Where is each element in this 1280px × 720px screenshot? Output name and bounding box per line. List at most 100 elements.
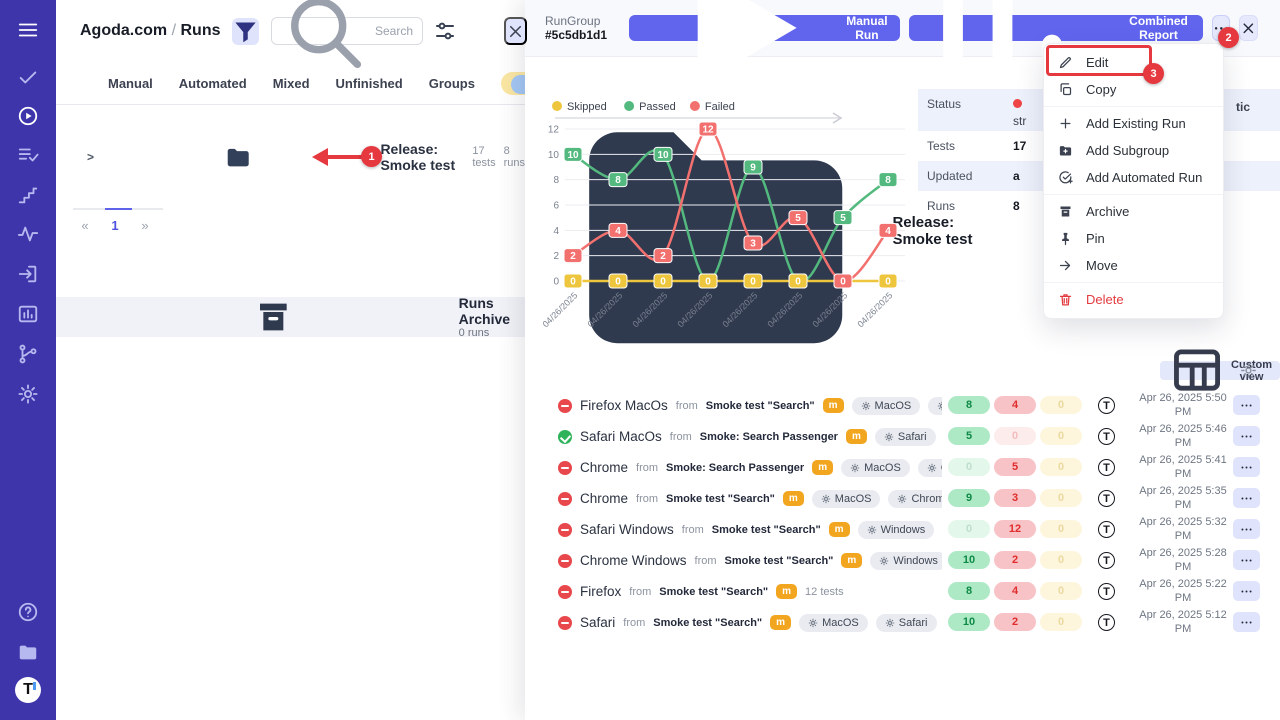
menu-item-pin[interactable]: Pin xyxy=(1044,225,1223,252)
sidebar-item-logo[interactable]: T xyxy=(15,677,41,703)
sidebar-item-help[interactable] xyxy=(15,599,41,625)
tab-mixed[interactable]: Mixed xyxy=(272,75,310,91)
run-more-button[interactable] xyxy=(1233,581,1260,601)
run-more-button[interactable] xyxy=(1233,519,1260,539)
rungroup-name[interactable]: Release: Smoke test xyxy=(380,141,456,173)
count-pill-passed: 10 xyxy=(948,551,990,569)
svg-text:0: 0 xyxy=(570,277,576,288)
env-badge: MacOS xyxy=(811,489,881,508)
run-name[interactable]: Safari xyxy=(580,615,616,630)
sidebar-item-analytics[interactable] xyxy=(15,301,41,327)
sidebar-item-runs[interactable] xyxy=(15,103,41,129)
menu-item-copy[interactable]: Copy xyxy=(1044,76,1223,103)
view-settings-button[interactable] xyxy=(433,19,457,43)
run-row[interactable]: Safari from Smoke test "Search" m MacOS Safar… xyxy=(540,607,1265,638)
expand-caret-icon[interactable]: > xyxy=(87,150,95,164)
count-pill-failed: 4 xyxy=(994,582,1036,600)
search-input[interactable] xyxy=(374,24,415,38)
run-name[interactable]: Safari MacOs xyxy=(580,429,662,444)
run-row[interactable]: Safari Windows from Smoke test "Search" m Wi… xyxy=(540,514,1265,545)
rungroup-runs-count: 8 runs xyxy=(503,145,526,169)
sidebar-item-tests[interactable] xyxy=(15,64,41,90)
rungroup-id-label: RunGroup #5c5db1d1 xyxy=(545,14,629,42)
run-more-button[interactable] xyxy=(1233,426,1260,446)
tab-manual[interactable]: Manual xyxy=(108,75,153,91)
run-name[interactable]: Firefox MacOs xyxy=(580,398,668,413)
gear-icon xyxy=(937,401,942,411)
pagination-page-1[interactable]: 1 xyxy=(111,218,119,233)
run-status-failed-icon xyxy=(558,584,572,599)
run-more-button[interactable] xyxy=(1233,550,1260,570)
run-name[interactable]: Chrome xyxy=(580,460,629,475)
custom-view-button[interactable]: Custom view xyxy=(1160,349,1280,392)
sidebar-item-branches[interactable] xyxy=(15,341,41,367)
menu-item-delete[interactable]: Delete xyxy=(1044,286,1223,313)
run-date: Apr 26, 2025 5:28 PM xyxy=(1139,547,1227,573)
filter-button[interactable] xyxy=(232,17,260,45)
runs-table: Firefox MacOs from Smoke test "Search" m Mac… xyxy=(540,390,1265,638)
combined-report-button[interactable]: Combined Report xyxy=(909,0,1203,104)
search-box[interactable] xyxy=(271,0,424,68)
run-more-button[interactable] xyxy=(1233,612,1260,632)
check-plus-icon xyxy=(1058,170,1073,185)
breadcrumb-project[interactable]: Agoda.com xyxy=(80,22,168,39)
count-pill-skipped: 0 xyxy=(1040,551,1082,569)
manual-run-button[interactable]: Manual Run xyxy=(628,0,901,86)
run-date: Apr 26, 2025 5:32 PM xyxy=(1139,516,1227,542)
panel-close-button[interactable] xyxy=(1239,15,1258,41)
sidebar-item-plans[interactable] xyxy=(15,142,41,168)
manual-badge: m xyxy=(776,584,798,599)
sidebar-item-milestones[interactable] xyxy=(15,182,41,208)
sidebar-item-projects[interactable] xyxy=(15,639,41,665)
sidebar-item-menu[interactable] xyxy=(15,17,41,43)
run-name[interactable]: Chrome xyxy=(580,491,629,506)
run-date: Apr 26, 2025 5:35 PM xyxy=(1139,485,1227,511)
run-row[interactable]: Chrome Windows from Smoke test "Search" m Wi… xyxy=(540,545,1265,576)
menu-item-archive[interactable]: Archive xyxy=(1044,198,1223,225)
run-row[interactable]: Chrome from Smoke: Search Passenger m MacOS C… xyxy=(540,452,1265,483)
run-row[interactable]: Firefox from Smoke test "Search" m 12 tests 8… xyxy=(540,576,1265,607)
run-row[interactable]: Chrome from Smoke test "Search" m MacOS Chrom… xyxy=(540,483,1265,514)
sidebar-item-import[interactable] xyxy=(15,261,41,287)
run-name[interactable]: Firefox xyxy=(580,584,622,599)
tab-unfinished[interactable]: Unfinished xyxy=(335,75,403,91)
menu-item-edit[interactable]: Edit xyxy=(1044,49,1223,76)
env-badge: MacOS xyxy=(851,396,921,415)
pagination-prev[interactable]: « xyxy=(81,218,89,233)
run-row[interactable]: Safari MacOs from Smoke: Search Passenger m… xyxy=(540,421,1265,452)
sidebar-item-pulse[interactable] xyxy=(15,221,41,247)
pagination-next[interactable]: » xyxy=(141,218,149,233)
svg-text:5: 5 xyxy=(795,213,801,224)
folder-icon xyxy=(547,62,884,399)
detail-value-tests: 17 xyxy=(1013,139,1027,153)
run-name[interactable]: Safari Windows xyxy=(580,522,674,537)
table-settings-gear-icon[interactable] xyxy=(1240,362,1257,379)
run-more-button[interactable] xyxy=(1233,488,1260,508)
tab-groups[interactable]: Groups xyxy=(428,75,475,91)
menu-item-move[interactable]: Move xyxy=(1044,252,1223,279)
rungroup-tree-item[interactable]: > Release: Smoke test 17 tests 8 runs xyxy=(56,141,526,173)
drawer-close-button[interactable] xyxy=(504,17,527,45)
manual-badge: m xyxy=(782,491,804,506)
svg-text:2: 2 xyxy=(660,251,666,262)
breadcrumb-page: Runs xyxy=(180,22,221,39)
runs-archive-item[interactable]: Runs Archive 0 runs xyxy=(56,295,525,339)
count-pill-passed: 8 xyxy=(948,582,990,600)
sidebar: T xyxy=(0,0,56,720)
menu-item-add-existing-run[interactable]: Add Existing Run xyxy=(1044,110,1223,137)
menu-item-add-subgroup[interactable]: Add Subgroup xyxy=(1044,137,1223,164)
run-more-button[interactable] xyxy=(1233,395,1260,415)
gear-icon xyxy=(821,494,831,504)
run-status-passed-icon xyxy=(558,429,572,444)
sidebar-item-settings[interactable] xyxy=(15,381,41,407)
run-row[interactable]: Firefox MacOs from Smoke test "Search" m Mac… xyxy=(540,390,1265,421)
menu-item-add-automated-run[interactable]: Add Automated Run xyxy=(1044,164,1223,191)
svg-text:04/26/2025: 04/26/2025 xyxy=(675,290,714,329)
run-more-button[interactable] xyxy=(1233,457,1260,477)
tab-automated[interactable]: Automated xyxy=(178,75,247,91)
env-badge: MacOS xyxy=(841,458,910,477)
svg-text:0: 0 xyxy=(795,277,801,288)
run-name[interactable]: Chrome Windows xyxy=(580,553,687,568)
menu-item-label: Add Automated Run xyxy=(1086,170,1203,185)
